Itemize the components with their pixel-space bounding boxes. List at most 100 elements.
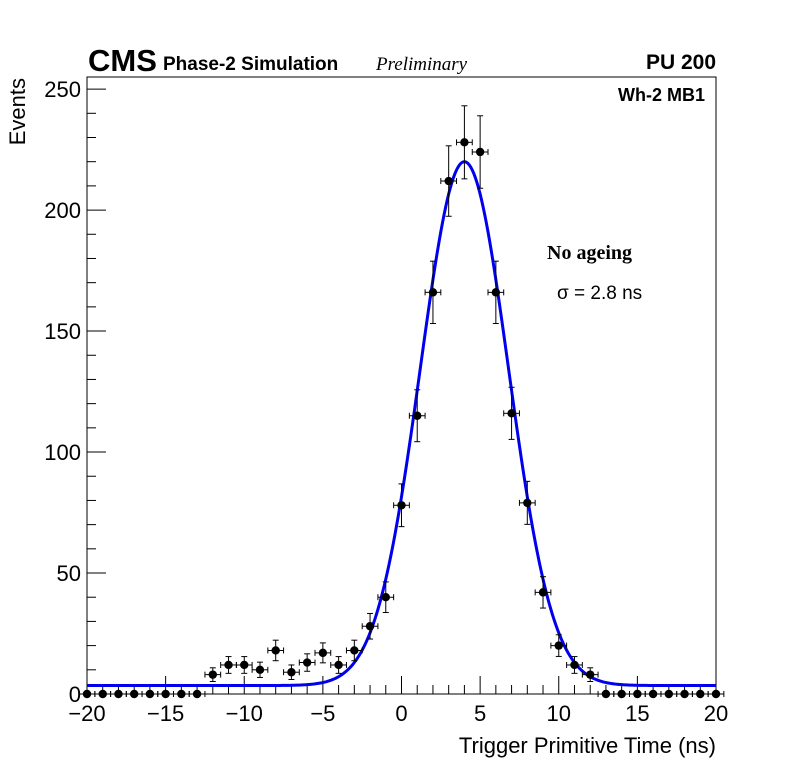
- y-tick-label: 100: [44, 440, 81, 465]
- data-point: [440, 145, 458, 217]
- data-point: [534, 576, 552, 609]
- data-point: [361, 612, 379, 640]
- data-marker: [696, 689, 705, 699]
- data-marker: [334, 660, 343, 670]
- y-tick-label: 0: [69, 682, 81, 707]
- data-marker: [350, 646, 359, 655]
- y-tick-label: 200: [44, 198, 81, 223]
- data-point: [110, 689, 127, 699]
- data-point: [377, 581, 395, 614]
- data-point: [220, 656, 237, 674]
- subtitle-text: Phase-2 Simulation: [163, 54, 338, 75]
- y-tick-label: 250: [44, 77, 81, 102]
- data-marker: [318, 648, 328, 658]
- data-marker: [177, 689, 186, 699]
- pileup-text: PU 200: [646, 51, 716, 74]
- y-tick-label: 50: [57, 561, 81, 586]
- data-point: [581, 667, 599, 682]
- data-point: [566, 656, 583, 674]
- data-point: [487, 260, 505, 325]
- data-point: [330, 656, 347, 674]
- data-marker: [664, 689, 674, 699]
- data-marker: [680, 689, 689, 699]
- data-point: [298, 653, 316, 672]
- x-axis-title: Trigger Primitive Time (ns): [459, 733, 716, 758]
- cms-logo-text: CMS: [88, 43, 157, 78]
- data-marker: [192, 689, 202, 699]
- data-marker: [302, 658, 312, 667]
- y-axis-title: Events: [5, 78, 30, 145]
- data-point: [94, 689, 112, 699]
- data-point: [456, 105, 473, 180]
- data-points-layer: [78, 105, 725, 699]
- data-point: [251, 661, 269, 678]
- data-point: [629, 689, 646, 699]
- data-point: [393, 483, 410, 528]
- fit-layer: [87, 160, 716, 688]
- data-marker: [586, 670, 595, 679]
- data-marker: [271, 646, 280, 655]
- data-marker: [475, 147, 485, 157]
- sigma-label: σ = 2.8 ns: [557, 283, 642, 304]
- data-marker: [365, 622, 375, 631]
- data-point: [597, 689, 615, 699]
- data-point: [188, 689, 206, 699]
- y-tick-label: 150: [44, 319, 81, 344]
- data-point: [141, 689, 159, 699]
- x-tick-label: −20: [68, 701, 105, 726]
- data-marker: [711, 689, 721, 699]
- data-marker: [397, 501, 406, 510]
- data-marker: [82, 689, 92, 699]
- data-point: [644, 689, 662, 699]
- x-tick-label: −15: [147, 701, 184, 726]
- data-point: [660, 689, 678, 699]
- data-point: [267, 639, 285, 662]
- ageing-label: No ageing: [547, 242, 632, 264]
- plot-frame: [86, 76, 717, 695]
- x-tick-label: 0: [395, 701, 407, 726]
- data-point: [613, 689, 631, 699]
- data-marker: [208, 670, 217, 679]
- region-label: Wh-2 MB1: [618, 85, 705, 105]
- data-marker: [240, 660, 249, 670]
- data-marker: [538, 588, 548, 597]
- data-point: [235, 656, 253, 674]
- data-marker: [224, 660, 233, 670]
- data-marker: [381, 593, 390, 602]
- data-point: [345, 639, 363, 662]
- x-tick-label: −10: [226, 701, 263, 726]
- data-point: [283, 664, 300, 680]
- data-marker: [413, 411, 422, 420]
- x-tick-label: 10: [547, 701, 571, 726]
- data-marker: [287, 668, 296, 677]
- data-point: [676, 689, 693, 699]
- data-marker: [507, 409, 516, 418]
- data-point: [707, 689, 725, 699]
- data-marker: [601, 689, 611, 699]
- data-point: [503, 386, 520, 440]
- y-axis: 0 50 100 150 200 250: [44, 77, 106, 707]
- x-tick-label: 15: [625, 701, 649, 726]
- data-point: [125, 689, 143, 699]
- data-point: [471, 115, 489, 189]
- data-point: [550, 634, 568, 657]
- data-point: [78, 689, 96, 699]
- data-point: [518, 480, 536, 525]
- data-marker: [617, 689, 626, 699]
- fit-curve: [87, 160, 716, 688]
- data-marker: [570, 660, 579, 670]
- data-marker: [98, 689, 107, 699]
- data-marker: [114, 689, 123, 699]
- data-marker: [444, 176, 453, 186]
- data-marker: [633, 689, 642, 699]
- data-point: [157, 689, 174, 699]
- data-marker: [428, 288, 438, 297]
- data-marker: [129, 689, 139, 699]
- x-tick-label: 5: [474, 701, 486, 726]
- data-marker: [491, 288, 501, 297]
- data-point: [424, 260, 442, 325]
- data-point: [204, 667, 222, 682]
- data-point: [408, 389, 426, 443]
- data-marker: [161, 689, 170, 699]
